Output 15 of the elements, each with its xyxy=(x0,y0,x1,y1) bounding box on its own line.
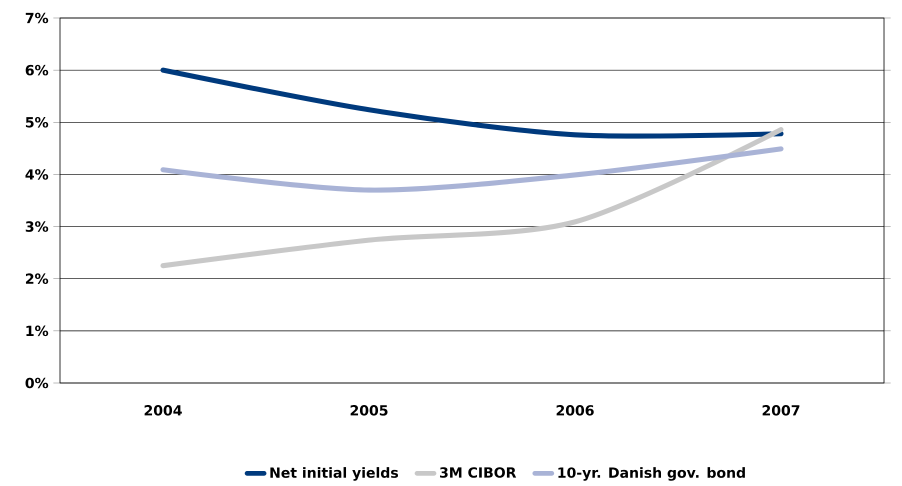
legend-label: Net initial yields xyxy=(270,467,398,481)
x-tick-label: 2005 xyxy=(350,405,388,416)
x-tick-label: 2007 xyxy=(762,405,800,416)
y-tick-label: 4% xyxy=(25,169,48,180)
legend-label: 10-yr. Danish gov. bond xyxy=(558,467,745,481)
y-tick-label: 3% xyxy=(26,221,48,232)
y-tick-label: 5% xyxy=(26,116,48,128)
x-tick-label: 2006 xyxy=(556,405,594,416)
y-tick-label: 2% xyxy=(26,273,48,284)
legend-label: 3M CIBOR xyxy=(440,467,516,478)
y-tick-label: 1% xyxy=(26,326,48,336)
y-tick-label: 7% xyxy=(26,12,48,24)
x-tick-label: 2004 xyxy=(144,405,182,416)
y-tick-label: 0% xyxy=(26,378,48,388)
y-tick-label: 6% xyxy=(26,64,48,76)
